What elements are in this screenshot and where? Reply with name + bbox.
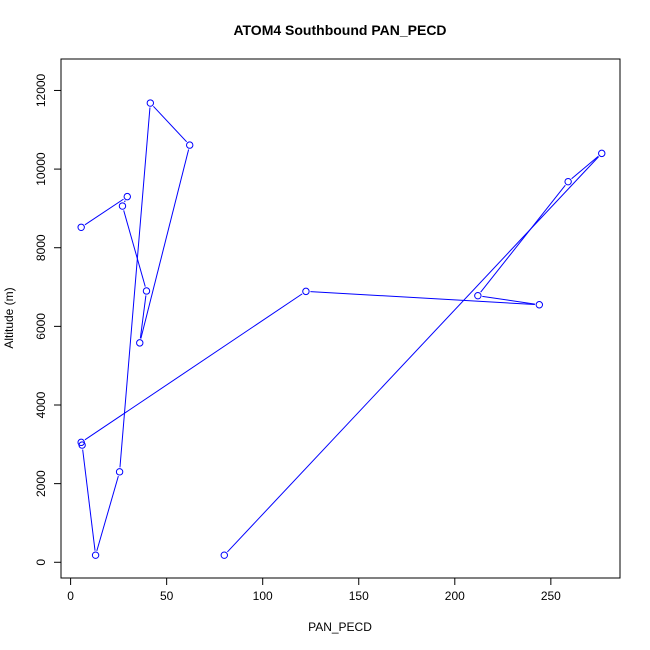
y-axis-label: Altitude (m) [2,287,16,348]
data-point [302,287,310,296]
y-axis: 0 2000 4000 6000 8000 10000 12000 [34,73,62,566]
series-segment [153,105,187,143]
y-tick-label: 12000 [34,73,48,107]
data-point [474,291,482,300]
data-point [564,177,572,186]
data-point [146,99,155,107]
y-tick-label: 0 [34,559,48,566]
x-tick-label: 50 [160,589,174,603]
x-axis-label: PAN_PECD [308,620,372,634]
y-tick-label: 6000 [34,313,48,340]
series-line [82,105,600,553]
series-segment [480,184,566,293]
series-segment [310,291,535,305]
series-segment [96,476,119,552]
series-segment [482,295,535,305]
series-segment [139,295,147,339]
series-segment [124,200,126,203]
data-points [77,99,606,559]
x-axis: 0 50 100 150 200 250 [67,577,561,603]
data-point [535,301,544,309]
series-segment [84,293,303,441]
series-segment [82,449,96,551]
series-segment [226,156,600,553]
chart-title: ATOM4 Southbound PAN_PECD [233,22,446,38]
data-point [136,339,144,347]
data-point [118,202,127,210]
data-point [77,438,85,447]
data-point [91,551,100,559]
x-tick-label: 250 [541,589,561,603]
data-point [186,141,194,149]
x-tick-label: 0 [67,589,74,603]
x-tick-label: 150 [349,589,369,603]
y-tick-label: 10000 [34,152,48,186]
data-point [115,468,124,476]
series-segment [123,210,146,287]
series-segment [571,155,599,180]
y-tick-label: 8000 [34,234,48,261]
y-tick-label: 4000 [34,391,48,418]
data-point [123,192,131,201]
x-tick-label: 200 [445,589,465,603]
plot-frame [60,58,621,579]
data-point [220,551,228,559]
series-segment [119,107,151,468]
data-point [142,287,151,295]
series-segment [84,198,124,226]
x-tick-label: 100 [253,589,273,603]
data-point [77,223,85,231]
y-tick-label: 2000 [34,470,48,497]
series-segment [140,149,190,339]
data-point [598,149,606,158]
